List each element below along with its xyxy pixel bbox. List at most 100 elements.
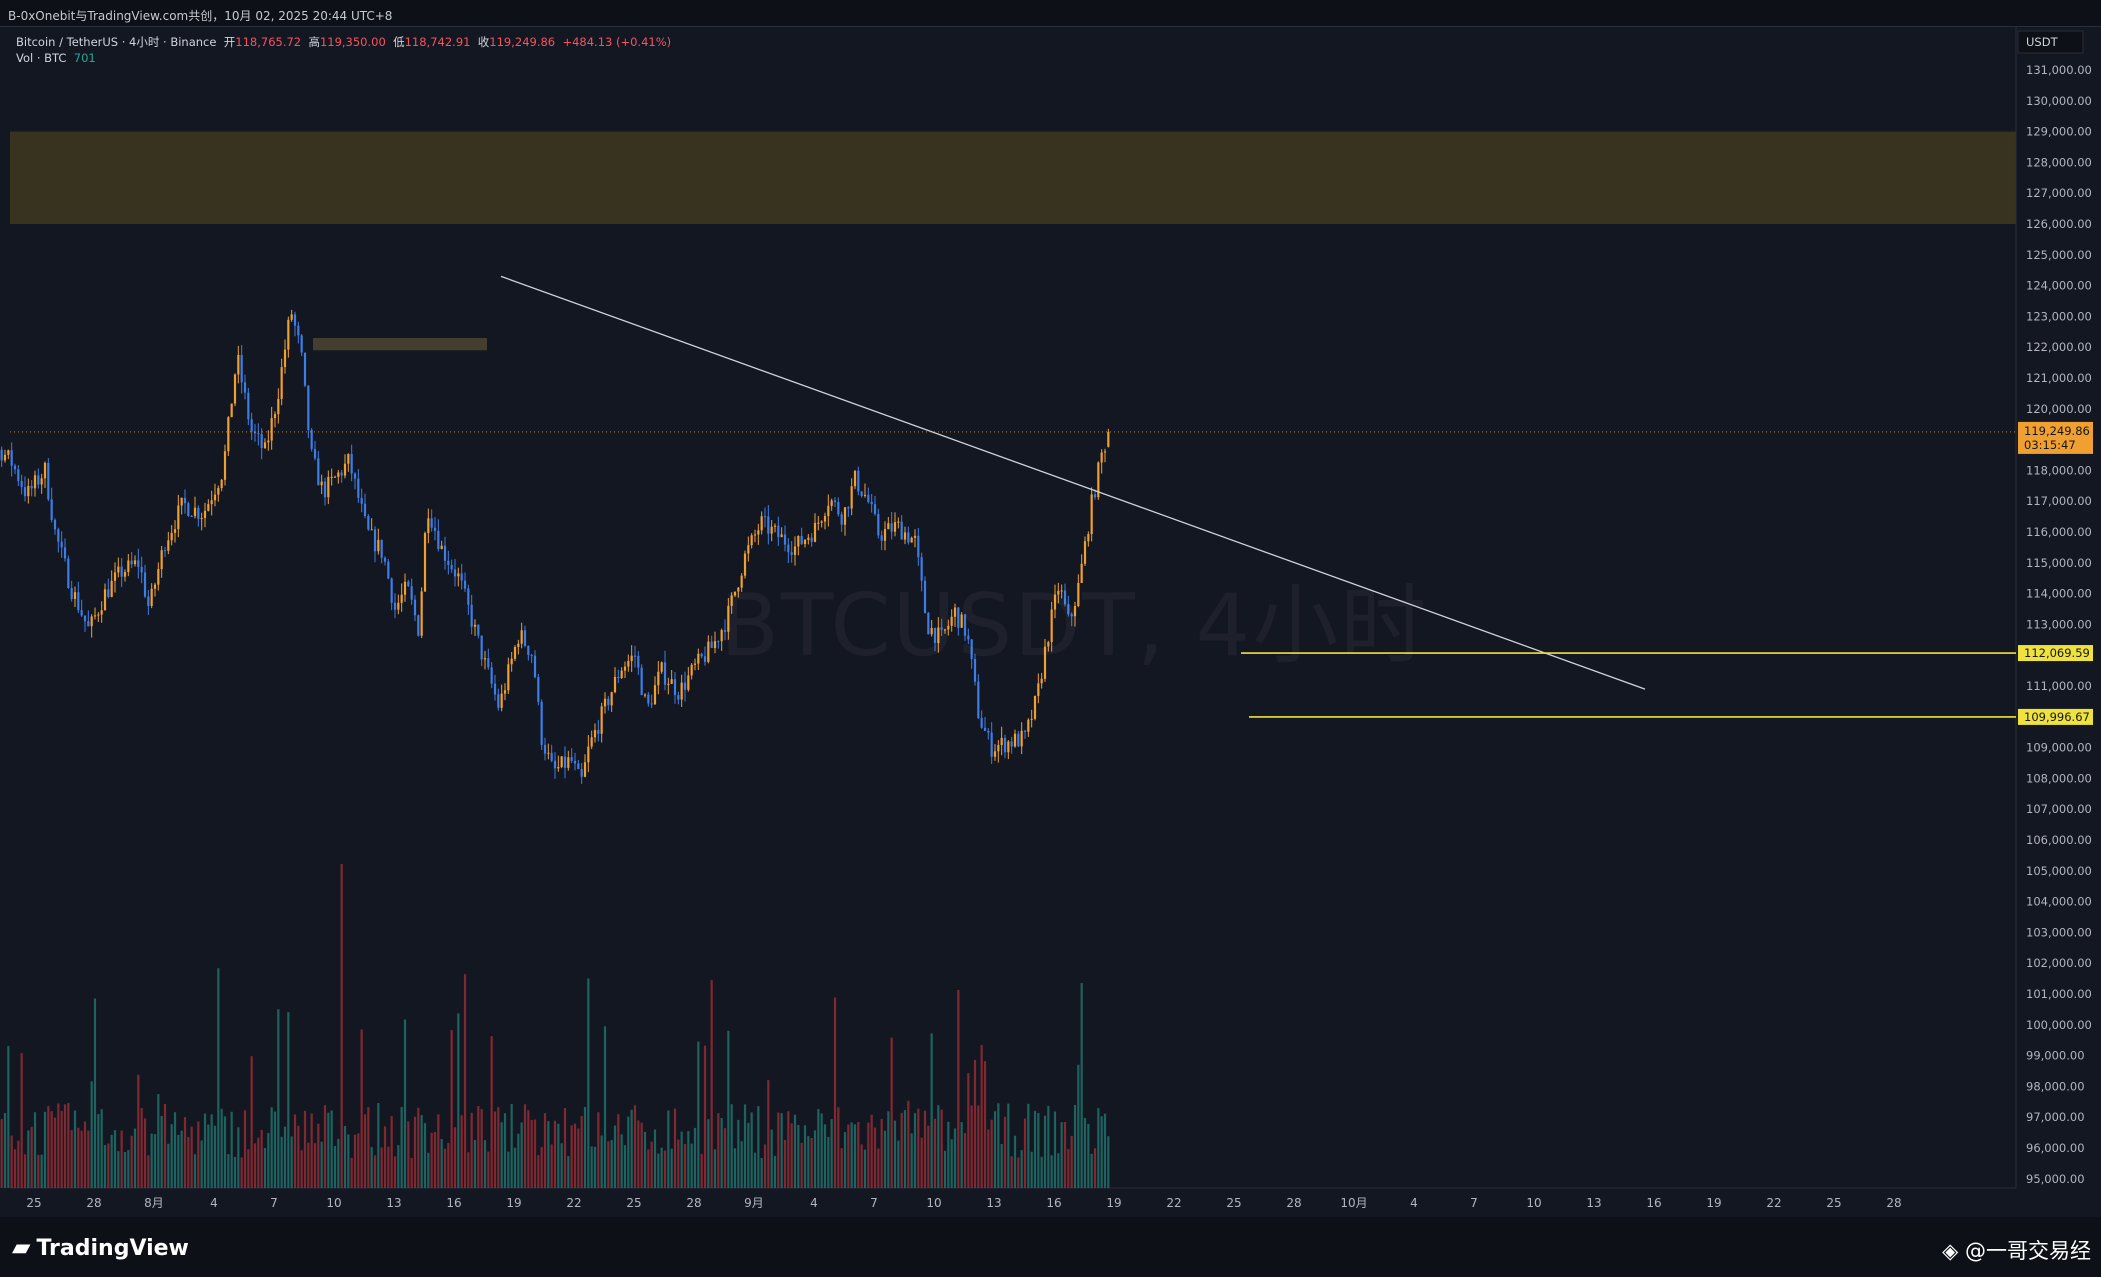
volume-bar [997, 1103, 1000, 1188]
volume-bar [813, 1130, 817, 1188]
candle-body [520, 630, 523, 644]
currency-badge[interactable] [2017, 30, 2084, 54]
volume-bar [840, 1148, 843, 1188]
volume-bar [980, 1045, 983, 1188]
volume-bar [853, 1124, 857, 1188]
volume-bar [253, 1143, 257, 1188]
volume-bar [750, 1112, 753, 1188]
volume-bar [967, 1073, 970, 1188]
volume-bar [530, 1119, 533, 1188]
symbol-title[interactable]: Bitcoin / TetherUS · 4小时 · Binance [16, 35, 217, 49]
candle-body [907, 532, 910, 543]
volume-bar [627, 1116, 630, 1188]
date-tick-label: 10 [1526, 1196, 1541, 1210]
candle-body [1033, 695, 1037, 719]
candle-body [813, 522, 817, 542]
candle-body [833, 500, 837, 503]
volume-bar [180, 1130, 183, 1188]
volume-bar [387, 1146, 390, 1188]
candle-body [1040, 678, 1043, 684]
candle-body [440, 545, 443, 549]
candle-body [967, 635, 970, 640]
volume-bar [340, 863, 343, 1188]
candle-body [327, 476, 330, 498]
candle-body [297, 325, 300, 336]
volume-bar [673, 1108, 677, 1188]
candle-body [873, 504, 877, 514]
volume-bar [470, 1112, 473, 1188]
candle-body [53, 519, 57, 530]
candle-body [147, 596, 150, 606]
candle-body [1010, 741, 1013, 747]
candle-body [447, 560, 450, 565]
candle-body [717, 641, 720, 643]
author-credit: ◈ @一哥交易经 [1942, 1235, 2091, 1265]
candle-body [920, 557, 923, 581]
volume-bar [900, 1112, 903, 1188]
candle-body [963, 614, 967, 636]
volume-bar [677, 1139, 680, 1188]
candle-body [137, 560, 140, 567]
date-tick-label: 28 [1286, 1196, 1301, 1210]
volume-bar [1010, 1156, 1013, 1188]
volume-bar [237, 1127, 240, 1188]
candle-body [267, 440, 270, 443]
volume-bar [820, 1113, 823, 1188]
volume-bar [783, 1139, 787, 1188]
volume-bar [117, 1151, 120, 1188]
date-tick-label: 10 [326, 1196, 341, 1210]
volume-bar [157, 1094, 160, 1188]
candle-body [777, 525, 780, 538]
supply-zone[interactable] [10, 131, 2016, 224]
candle-body [173, 529, 177, 533]
volume-bar [807, 1136, 810, 1188]
candle-body [80, 610, 83, 616]
candle-body [97, 614, 100, 616]
volume-bar [557, 1123, 560, 1188]
price-chart[interactable]: 131,000.00 130,000.00 129,000.00 128,000.00… [0, 0, 2101, 1217]
candle-body [130, 560, 133, 565]
date-tick-label: 16 [1646, 1196, 1661, 1210]
candle-body [870, 501, 873, 505]
volume-bar [667, 1110, 670, 1188]
volume-bar [463, 974, 467, 1188]
volume-label[interactable]: Vol · BTC [16, 51, 67, 65]
resistance-box[interactable] [313, 337, 487, 351]
volume-bar [653, 1129, 657, 1188]
volume-bar [193, 1154, 197, 1188]
volume-bar [810, 1138, 813, 1188]
diamond-icon: ◈ [1942, 1239, 1959, 1263]
candle-body [877, 513, 880, 536]
date-tick-label: 19 [1706, 1196, 1721, 1210]
candle-body [757, 530, 760, 535]
volume-bar [600, 1135, 603, 1188]
volume-bar [43, 1111, 47, 1188]
candle-body [980, 718, 983, 728]
candle-body [540, 701, 543, 745]
volume-bar [1050, 1155, 1053, 1188]
date-tick-label: 4 [810, 1196, 818, 1210]
volume-bar [300, 1150, 303, 1188]
date-tick-label: 22 [1166, 1196, 1181, 1210]
volume-bar [137, 1074, 140, 1188]
volume-bar [1070, 1135, 1073, 1188]
candle-body [143, 572, 147, 597]
tradingview-logo[interactable]: ▰ TradingView [12, 1233, 189, 1261]
price-tick-label: 102,000.00 [2026, 956, 2092, 970]
descending-trendline[interactable] [500, 275, 1646, 690]
candle-body [513, 647, 517, 659]
volume-bar [633, 1105, 637, 1188]
candle-body [1013, 733, 1017, 747]
volume-bar [690, 1143, 693, 1188]
candle-body [123, 572, 127, 577]
volume-bar [703, 1045, 707, 1188]
candle-body [683, 682, 687, 690]
volume-bar [740, 1141, 743, 1188]
volume-bar [427, 1152, 430, 1188]
candle-body [210, 500, 213, 505]
candle-body [93, 615, 97, 617]
volume-header: Vol · BTC 701 [16, 51, 96, 65]
candle-body [783, 534, 787, 545]
volume-bar [297, 1125, 300, 1188]
level-price-label: 112,069.59 [2024, 646, 2090, 660]
